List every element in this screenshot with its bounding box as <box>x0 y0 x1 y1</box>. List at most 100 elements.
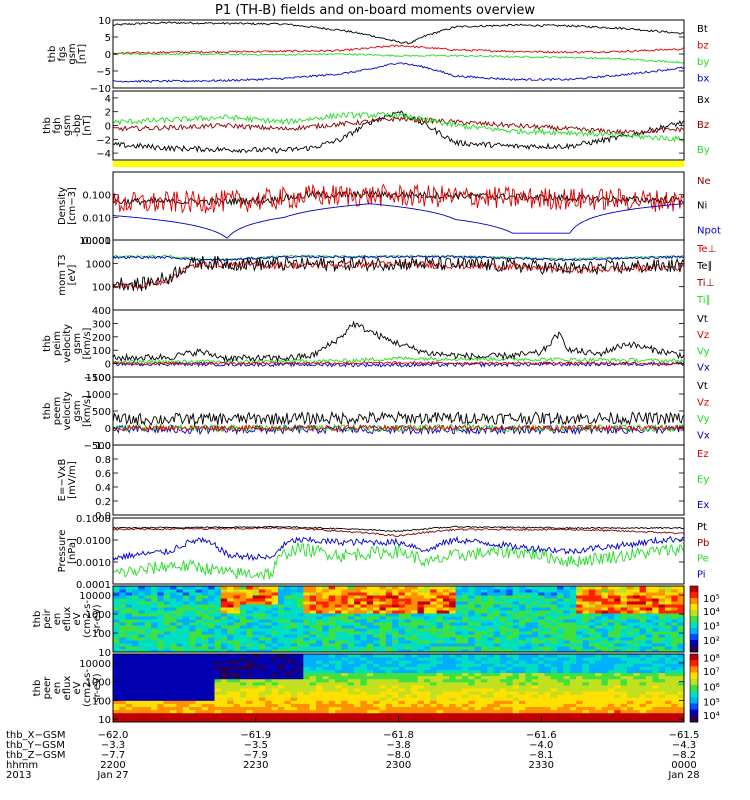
spectrogram-cell <box>151 669 158 674</box>
spectrogram-cell <box>373 589 380 593</box>
spectrogram-cell <box>595 610 603 614</box>
spectrogram-cell <box>271 697 279 701</box>
spectrogram-cell <box>316 706 323 711</box>
spectrogram-cell <box>144 709 152 714</box>
spectrogram-cell <box>563 637 571 641</box>
spectrogram-cell <box>303 663 311 667</box>
spectrogram-cell <box>125 622 133 626</box>
spectrogram-cell <box>227 700 235 704</box>
spectrogram-cell <box>493 613 501 617</box>
spectrogram-cell <box>271 643 279 647</box>
spectrogram-cell <box>119 657 127 661</box>
spectrogram-cell <box>639 654 647 658</box>
spectrogram-cell <box>538 619 545 623</box>
spectrogram-cell <box>423 681 431 686</box>
spectrogram-cell <box>423 625 431 629</box>
ytick-label: 0.0 <box>95 511 111 522</box>
spectrogram-cell <box>442 634 450 638</box>
spectrogram-cell <box>201 715 209 720</box>
spectrogram-cell <box>208 622 216 626</box>
spectrogram-cell <box>607 703 615 708</box>
spectrogram-cell <box>620 637 628 641</box>
spectrogram-cell <box>119 706 127 711</box>
spectrogram-cell <box>633 684 641 689</box>
spectrogram-cell <box>525 646 533 650</box>
spectrogram-cell <box>652 663 660 667</box>
spectrogram-cell <box>220 592 228 596</box>
spectrogram-cell <box>354 712 361 717</box>
spectrogram-cell <box>639 643 647 647</box>
spectrogram-cell <box>538 675 545 680</box>
spectrogram-cell <box>588 613 596 617</box>
spectrogram-cell <box>290 718 298 723</box>
spectrogram-cell <box>138 592 146 596</box>
spectrogram-cell <box>182 610 190 614</box>
spectrogram-cell <box>214 613 222 617</box>
spectrogram-cell <box>423 628 431 632</box>
spectrogram-cell <box>227 706 235 711</box>
spectrogram-cell <box>582 675 590 680</box>
spectrogram-cell <box>664 688 672 692</box>
spectrogram-cell <box>284 715 292 720</box>
spectrogram-cell <box>113 607 120 611</box>
spectrogram-cell <box>227 598 235 602</box>
colorbar-tick-label: 10⁶ <box>703 683 720 694</box>
spectrogram-cell <box>208 625 216 629</box>
spectrogram-cell <box>677 625 685 629</box>
spectrogram-cell <box>132 643 139 647</box>
spectrogram-cell <box>341 715 349 720</box>
spectrogram-cell <box>113 595 120 599</box>
spectrogram-cell <box>176 660 184 664</box>
spectrogram-cell <box>455 646 463 650</box>
spectrogram-cell <box>417 678 425 683</box>
spectrogram-cell <box>335 610 342 614</box>
spectrogram-cell <box>138 663 146 667</box>
spectrogram-cell <box>252 601 260 605</box>
spectrogram-cell <box>208 666 216 670</box>
spectrogram-cell <box>595 619 603 623</box>
spectrogram-cell <box>335 622 342 626</box>
spectrogram-cell <box>157 672 165 677</box>
spectrogram-cell <box>379 595 387 599</box>
spectrogram-cell <box>576 625 583 629</box>
spectrogram-cell <box>176 640 184 644</box>
spectrogram-cell <box>246 666 254 670</box>
spectrogram-cell <box>296 631 304 635</box>
spectrogram-cell <box>639 684 647 689</box>
spectrogram-cell <box>671 675 679 680</box>
spectrogram-cell <box>284 646 292 650</box>
spectrogram-cell <box>373 634 380 638</box>
spectrogram-cell <box>132 598 139 602</box>
spectrogram-cell <box>246 681 254 686</box>
spectrogram-cell <box>214 703 222 708</box>
ylabel-line: (cm2-s- <box>82 600 93 638</box>
legend-Te⊥: Te⊥ <box>696 244 716 255</box>
spectrogram-cell <box>360 675 368 680</box>
spectrogram-cell <box>430 666 438 670</box>
spectrogram-cell <box>138 598 146 602</box>
spectrogram-cell <box>506 663 514 667</box>
spectrogram-cell <box>442 669 450 674</box>
spectrogram-cell <box>220 703 228 708</box>
spectrogram-cell <box>113 592 120 596</box>
spectrogram-cell <box>265 694 273 698</box>
spectrogram-cell <box>258 631 266 635</box>
spectrogram-cell <box>214 672 222 677</box>
spectrogram-cell <box>132 678 139 683</box>
spectrogram-cell <box>639 703 647 708</box>
ylabel-line: fgs <box>57 46 68 61</box>
spectrogram-cell <box>525 643 533 647</box>
spectrogram-cell <box>639 595 647 599</box>
spectrogram-cell <box>322 703 330 708</box>
spectrogram-cell <box>474 703 482 708</box>
ytick-label: 0.6 <box>95 469 111 480</box>
spectrogram-cell <box>341 700 349 704</box>
spectrogram-cell <box>531 663 539 667</box>
spectrogram-cell <box>252 669 260 674</box>
spectrogram-cell <box>125 604 133 608</box>
spectrogram-cell <box>144 631 152 635</box>
spectrogram-cell <box>176 688 184 692</box>
spectrogram-cell <box>468 619 476 623</box>
spectrogram-cell <box>322 622 330 626</box>
spectrogram-cell <box>500 709 507 714</box>
